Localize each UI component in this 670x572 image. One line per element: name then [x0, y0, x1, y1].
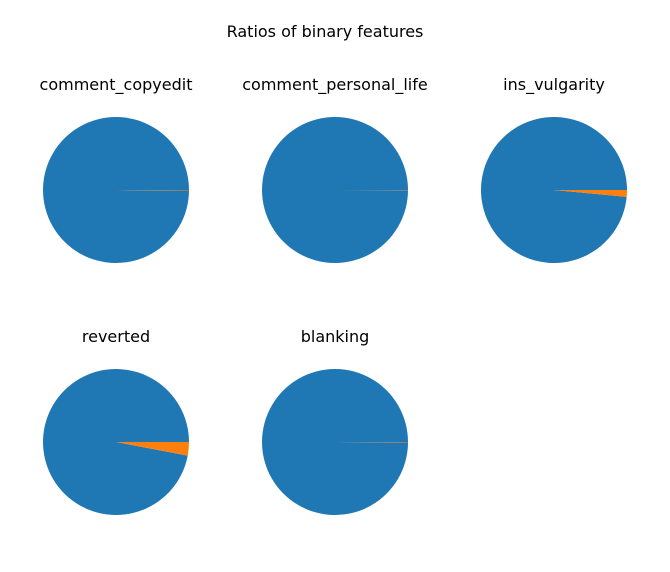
pie-slice-minority	[554, 190, 627, 197]
pie-slices	[42, 369, 189, 516]
pie-slice-majority	[42, 369, 189, 516]
pie-slice-majority	[262, 368, 408, 515]
pie-reverted: reverted	[42, 327, 189, 516]
pie-slice-minority	[116, 442, 189, 456]
pie-slices	[262, 368, 408, 515]
pie-slices	[43, 117, 190, 264]
pie-comment-copyedit: comment_copyedit	[40, 75, 193, 264]
pie-blanking: blanking	[262, 327, 408, 515]
subplot-title: comment_personal_life	[242, 75, 427, 95]
subplot-title: blanking	[301, 327, 370, 346]
pie-slice-majority	[43, 117, 190, 264]
pie-slice-majority	[262, 116, 408, 263]
pie-ins-vulgarity: ins_vulgarity	[481, 75, 627, 264]
subplot-title: reverted	[82, 327, 150, 346]
pie-comment-personal-life: comment_personal_life	[242, 75, 428, 263]
subplot-title: ins_vulgarity	[503, 75, 605, 95]
subplot-title: comment_copyedit	[40, 75, 193, 95]
pie-slices	[262, 116, 408, 263]
figure-title: Ratios of binary features	[227, 22, 424, 41]
pie-slice-majority	[481, 117, 627, 264]
pie-slices	[481, 117, 627, 264]
